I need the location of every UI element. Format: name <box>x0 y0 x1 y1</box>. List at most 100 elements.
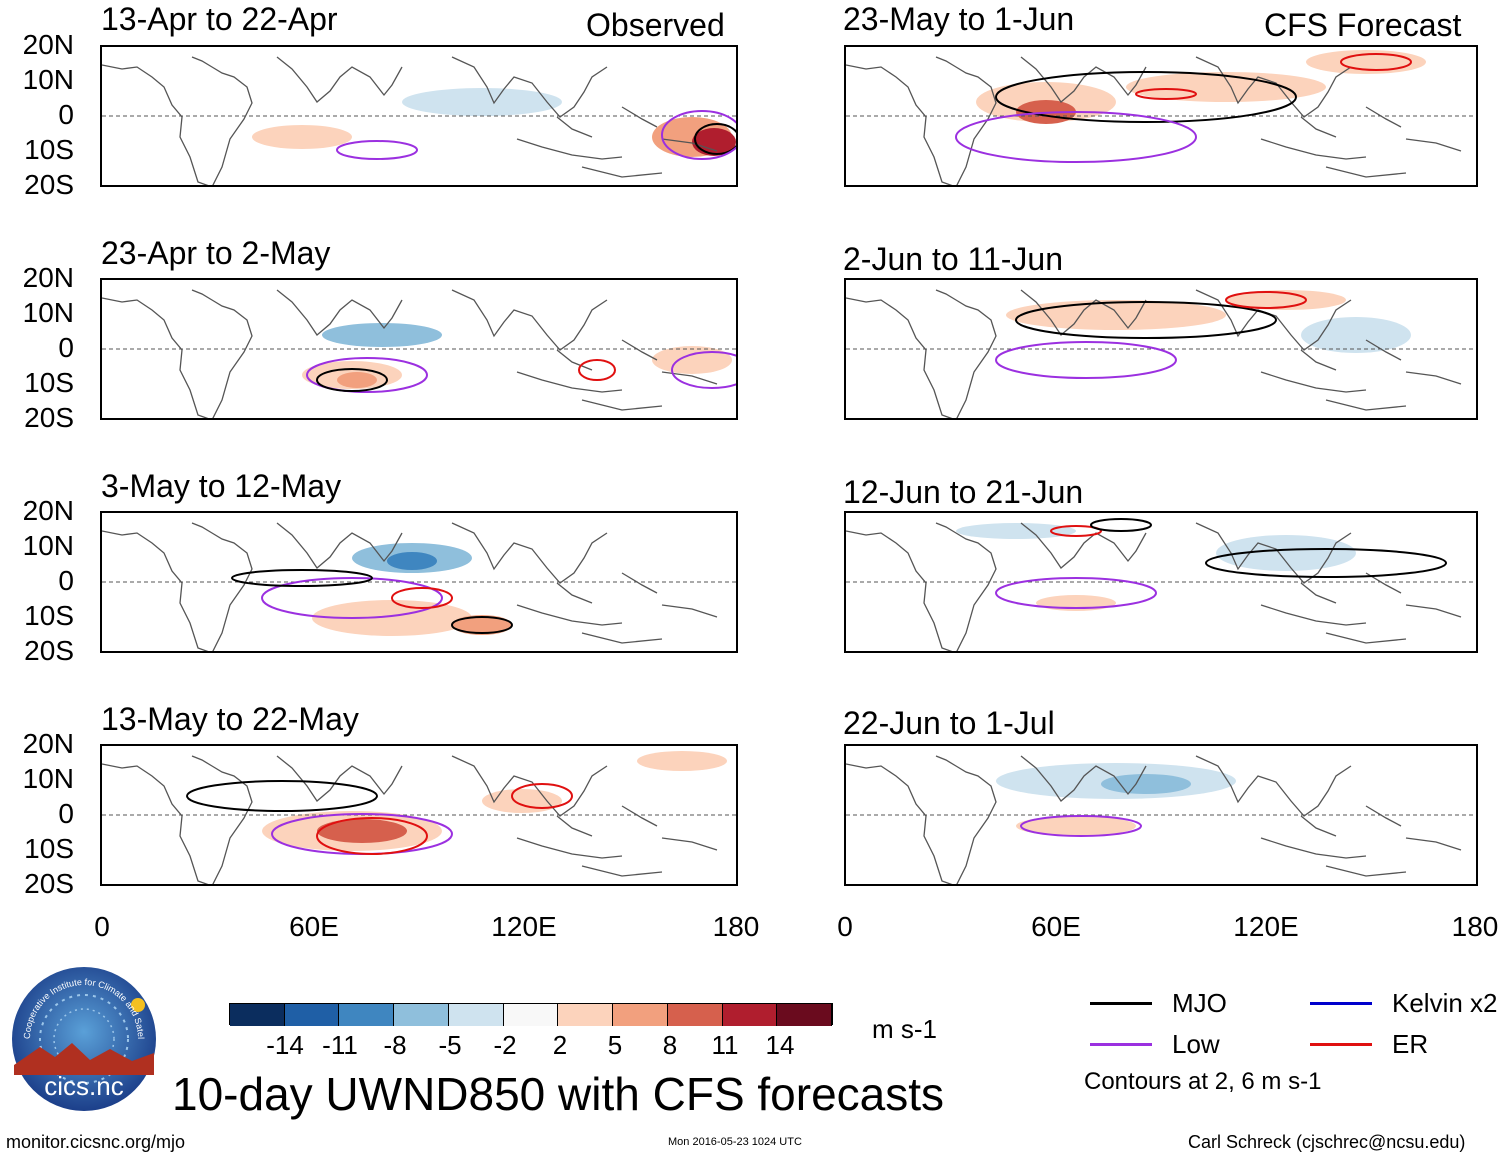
coastline <box>846 289 1462 418</box>
coastline <box>102 289 718 418</box>
colorbar-label: -8 <box>383 1030 407 1060</box>
legend-label-kelvin: Kelvin x2 <box>1392 988 1498 1018</box>
wind-anomaly-shading <box>337 372 377 388</box>
coastline <box>846 56 1462 185</box>
filter-contour <box>1135 88 1197 100</box>
colorbar-units: m s-1 <box>872 1014 937 1044</box>
observed-label: Observed <box>586 7 725 43</box>
colorbar-cell <box>284 1004 340 1026</box>
filter-contour <box>1090 518 1152 532</box>
filter-contour <box>1020 815 1142 837</box>
logo-graphic: Cooperative Institute for Climate and Sa… <box>7 957 156 1111</box>
wind-anomaly-shading <box>1226 290 1346 310</box>
coastline <box>102 522 718 651</box>
main-title: 10-day UWND850 with CFS forecasts <box>172 1068 945 1120</box>
wind-anomaly-shading <box>452 615 512 635</box>
panel-title: 2-Jun to 11-Jun <box>843 241 1063 277</box>
colorbar-cell <box>503 1004 559 1026</box>
filter-contour <box>316 368 388 392</box>
footer-timestamp: Mon 2016-05-23 1024 UTC <box>668 1136 802 1148</box>
filter-contour <box>1225 291 1307 309</box>
lat-label: 10N <box>22 530 74 561</box>
filter-contour <box>261 577 443 619</box>
lat-label: 10S <box>24 367 74 398</box>
lat-label: 10S <box>24 134 74 165</box>
colorbar-label: 2 <box>552 1030 568 1060</box>
lat-label: 10N <box>22 297 74 328</box>
colorbar-cell <box>394 1004 449 1026</box>
wind-anomaly-shading <box>692 128 736 156</box>
wind-anomaly-shading <box>387 552 437 570</box>
map-panel-p3 <box>100 511 738 653</box>
map-panel-p8 <box>844 744 1478 886</box>
filter-contour <box>578 359 616 381</box>
legend-label-mjo: MJO <box>1172 988 1227 1018</box>
lat-label: 20S <box>24 402 74 433</box>
legend-label-low: Low <box>1172 1029 1220 1059</box>
filter-contour <box>186 780 378 812</box>
logo-text: cics.nc <box>44 1071 123 1101</box>
lat-label: 0 <box>58 332 74 363</box>
filter-contour <box>306 357 428 393</box>
wind-anomaly-shading <box>252 125 352 149</box>
filter-contour <box>995 71 1297 123</box>
colorbar-label: 8 <box>662 1030 678 1060</box>
filter-contour <box>1340 53 1412 71</box>
wind-anomaly-shading <box>1301 317 1411 353</box>
lat-label: 0 <box>58 99 74 130</box>
map-field <box>102 289 736 418</box>
forecast-label: CFS Forecast <box>1264 7 1462 43</box>
map-field <box>102 751 736 884</box>
filter-contour <box>391 587 453 609</box>
colorbar <box>229 1003 833 1026</box>
map-panel-p5 <box>844 45 1478 187</box>
lat-label: 20N <box>22 262 74 293</box>
filter-contour <box>231 569 373 587</box>
filter-contour <box>316 817 428 855</box>
colorbar-cell <box>230 1004 285 1026</box>
filter-contour <box>451 616 513 634</box>
lat-label: 20S <box>24 868 74 899</box>
wind-anomaly-shading <box>1006 300 1226 330</box>
coastline <box>846 755 1462 884</box>
lon-label: 180 <box>712 911 760 942</box>
colorbar-label: -2 <box>493 1030 517 1060</box>
lat-label: 10N <box>22 763 74 794</box>
panel-title: 23-Apr to 2-May <box>101 235 331 271</box>
filter-contour <box>661 110 736 160</box>
colorbar-label: -14 <box>266 1030 304 1060</box>
filter-contour <box>511 783 573 809</box>
colorbar-label: 14 <box>765 1030 795 1060</box>
lat-label: 10N <box>22 64 74 95</box>
panel-title: 3-May to 12-May <box>101 468 342 504</box>
filter-contour <box>995 341 1177 379</box>
map-panel-p4 <box>100 744 738 886</box>
colorbar-cell <box>558 1004 614 1026</box>
legend-label-er: ER <box>1392 1029 1429 1059</box>
lat-label: 20S <box>24 169 74 200</box>
map-panel-p7 <box>844 511 1478 653</box>
filter-contour <box>1050 525 1102 537</box>
map-panel-p6 <box>844 278 1478 420</box>
filter-contour <box>995 577 1157 609</box>
wind-anomaly-shading <box>322 323 442 347</box>
colorbar-cell <box>777 1004 832 1026</box>
lon-label: 180 <box>1451 911 1499 942</box>
lat-label: 20N <box>22 29 74 60</box>
lon-label: 0 <box>837 911 853 942</box>
wind-anomaly-shading <box>1126 72 1326 102</box>
filter-contour <box>1015 301 1277 339</box>
cics-logo: Cooperative Institute for Climate and Sa… <box>7 957 158 1113</box>
lat-label: 10S <box>24 600 74 631</box>
filter-contour <box>336 140 418 160</box>
filter-contour <box>694 123 736 155</box>
legend-line-mjo <box>1090 1002 1152 1005</box>
colorbar-cell <box>667 1004 723 1026</box>
colorbar-label: -11 <box>322 1030 358 1060</box>
lat-label: 20N <box>22 495 74 526</box>
lat-label: 0 <box>58 565 74 596</box>
wind-anomaly-shading <box>1216 535 1356 571</box>
lat-label: 10S <box>24 833 74 864</box>
panel-title: 13-May to 22-May <box>101 701 359 737</box>
lon-label: 60E <box>1031 911 1081 942</box>
